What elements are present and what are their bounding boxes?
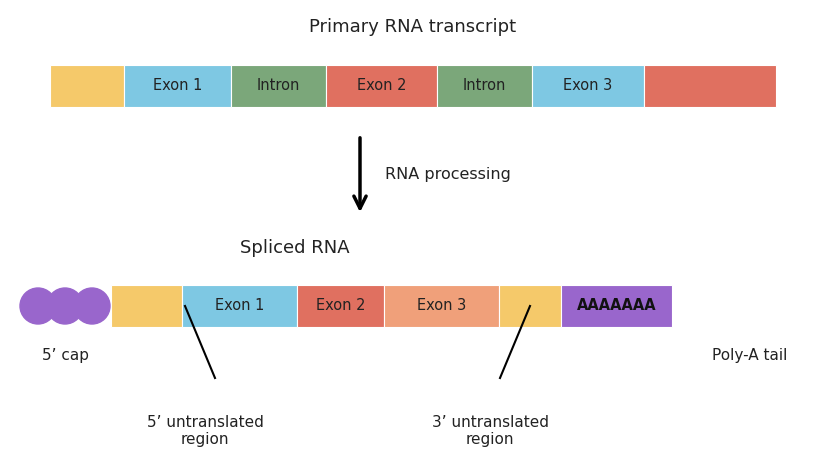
Text: RNA processing: RNA processing [385, 168, 511, 182]
Bar [231, 65, 326, 107]
Bar [532, 65, 644, 107]
Text: Exon 2: Exon 2 [356, 79, 406, 93]
Bar [50, 65, 124, 107]
Circle shape [20, 288, 56, 324]
Text: Exon 2: Exon 2 [315, 298, 365, 314]
Text: 5’ cap: 5’ cap [41, 348, 88, 363]
Bar [124, 65, 231, 107]
Circle shape [74, 288, 110, 324]
Text: Poly-A tail: Poly-A tail [712, 348, 788, 363]
Text: Exon 3: Exon 3 [417, 298, 466, 314]
Text: Primary RNA transcript: Primary RNA transcript [309, 18, 516, 36]
Text: 5’ untranslated
region: 5’ untranslated region [147, 415, 263, 447]
Bar [561, 285, 672, 327]
Text: Spliced RNA: Spliced RNA [240, 239, 350, 257]
Bar [644, 65, 776, 107]
Text: AAAAAAA: AAAAAAA [577, 298, 657, 314]
Text: Intron: Intron [257, 79, 300, 93]
Bar [326, 65, 437, 107]
Text: Exon 1: Exon 1 [214, 298, 264, 314]
Circle shape [47, 288, 83, 324]
Text: Exon 3: Exon 3 [563, 79, 612, 93]
Text: Exon 1: Exon 1 [153, 79, 202, 93]
Text: 3’ untranslated
region: 3’ untranslated region [431, 415, 549, 447]
Bar [297, 285, 384, 327]
Bar [384, 285, 499, 327]
Text: Intron: Intron [463, 79, 507, 93]
Bar [111, 285, 182, 327]
Bar [437, 65, 532, 107]
Bar [499, 285, 561, 327]
Bar [182, 285, 297, 327]
